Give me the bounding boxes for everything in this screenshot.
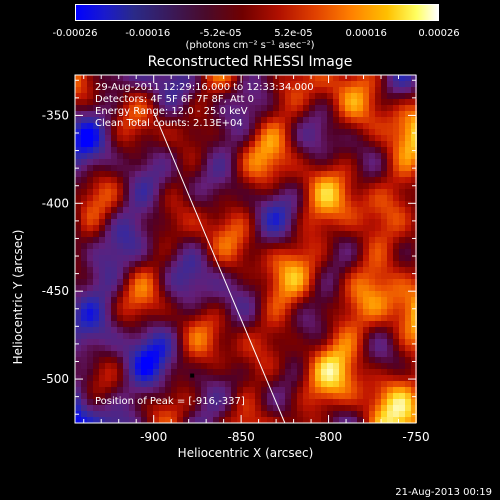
x-tick-label: -750 bbox=[402, 430, 429, 444]
annotation-energy: Energy Range: 12.0 - 25.0 keV bbox=[95, 106, 248, 117]
colorbar-tick-label: 0.00026 bbox=[418, 28, 460, 39]
y-tick-label: -450 bbox=[42, 284, 69, 298]
x-tick-label: -800 bbox=[315, 430, 342, 444]
x-axis-label: Heliocentric X (arcsec) bbox=[177, 446, 314, 460]
colorbar-tick-label: -0.00016 bbox=[125, 28, 171, 39]
y-axis-label: Heliocentric Y (arcsec) bbox=[11, 229, 25, 365]
colorbar-tick-label: 0.00016 bbox=[345, 28, 387, 39]
peak-marker bbox=[190, 373, 195, 378]
plot-frame bbox=[74, 74, 417, 424]
colorbar bbox=[75, 4, 439, 21]
annotation-detectors: Detectors: 4F 5F 6F 7F 8F, Att 0 bbox=[95, 94, 255, 105]
annotation-peak-position: Position of Peak = [-916,-337] bbox=[95, 396, 245, 407]
colorbar-tick-label: -0.00026 bbox=[52, 28, 98, 39]
solar-limb-line bbox=[153, 111, 286, 424]
y-tick-label: -350 bbox=[42, 108, 69, 122]
colorbar-units: (photons cm⁻² s⁻¹ asec⁻²) bbox=[185, 40, 315, 51]
x-tick-label: -850 bbox=[228, 430, 255, 444]
annotation-clean: Clean Total counts: 2.13E+04 bbox=[95, 118, 243, 129]
colorbar-tick-label: 5.2e-05 bbox=[274, 28, 313, 39]
x-tick-label: -900 bbox=[140, 430, 167, 444]
y-tick-label: -400 bbox=[42, 196, 69, 210]
colorbar-tick-label: -5.2e-05 bbox=[199, 28, 242, 39]
date-stamp: 21-Aug-2013 00:19 bbox=[395, 487, 492, 498]
plot-title: Reconstructed RHESSI Image bbox=[147, 54, 353, 70]
annotation-time: 29-Aug-2011 12:29:16.000 to 12:33:34.000 bbox=[95, 82, 314, 93]
y-tick-label: -500 bbox=[42, 372, 69, 386]
